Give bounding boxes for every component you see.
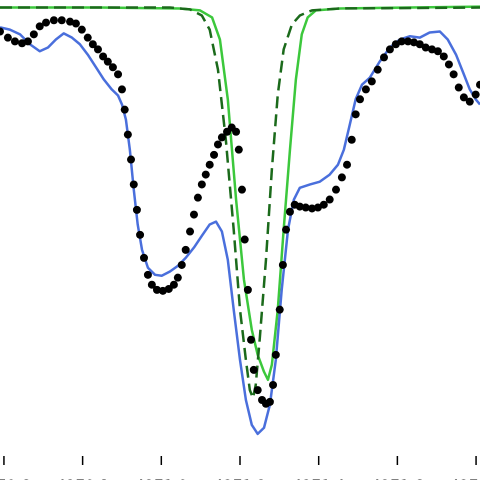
data-point [129, 180, 138, 189]
data-point [23, 37, 32, 46]
data-point [143, 270, 152, 279]
data-point [459, 93, 468, 102]
data-point [439, 52, 448, 61]
data-point [295, 202, 304, 211]
data-point [240, 235, 249, 244]
data-point [271, 350, 280, 359]
data-point [249, 365, 258, 374]
data-point [367, 77, 376, 86]
data-point [42, 18, 51, 27]
data-point [415, 40, 424, 49]
data-point [136, 230, 145, 239]
data-point [232, 127, 241, 136]
data-point [193, 193, 202, 202]
data-point [114, 70, 123, 79]
data-point [147, 280, 156, 289]
data-point [120, 105, 129, 114]
data-point [173, 273, 182, 282]
data-point [343, 160, 352, 169]
data-point [351, 110, 360, 119]
data-point [347, 135, 356, 144]
data-point [308, 204, 316, 213]
data-point [237, 185, 246, 194]
data-point [152, 285, 161, 294]
data-point [103, 57, 112, 66]
data-point [140, 253, 148, 262]
data-point [444, 60, 453, 69]
data-point [57, 16, 66, 25]
data-point [83, 33, 92, 42]
data-point [285, 207, 294, 216]
data-point [234, 145, 243, 154]
data-point [319, 200, 328, 209]
data-point [361, 85, 370, 94]
data-point [385, 45, 394, 54]
data-point [373, 65, 382, 74]
data-point [282, 225, 291, 234]
data-point [421, 43, 430, 52]
data-point [35, 22, 44, 31]
data-point [117, 85, 126, 94]
data-point [186, 227, 195, 236]
data-point [476, 80, 480, 89]
data-point [337, 173, 346, 182]
data-point [169, 280, 178, 289]
data-point [217, 133, 226, 142]
x-tick-label: 4270.6 [0, 477, 30, 480]
data-point [93, 45, 102, 54]
data-point [397, 37, 406, 46]
data-point [77, 25, 86, 34]
data-point [275, 305, 284, 314]
data-point [449, 70, 458, 79]
data-point [181, 245, 190, 254]
x-tick-label: 4271.2 [214, 477, 267, 480]
data-point [3, 33, 12, 42]
data-point [213, 140, 222, 149]
data-point [127, 155, 136, 164]
series-line [0, 6, 480, 400]
data-point [325, 195, 334, 204]
series-line [0, 5, 480, 382]
data-point [471, 90, 480, 99]
data-point [132, 205, 141, 214]
data-point [265, 397, 274, 406]
data-point [197, 180, 206, 189]
x-tick-label: 4271.8 [450, 477, 480, 480]
data-point [356, 95, 364, 104]
data-point [433, 47, 442, 56]
data-point [380, 53, 388, 62]
data-point [301, 203, 310, 212]
x-tick-label: 4270.8 [56, 477, 109, 480]
data-point [454, 83, 463, 92]
data-point [99, 52, 108, 61]
data-point [201, 170, 210, 179]
data-point [177, 260, 186, 269]
data-point [108, 63, 117, 72]
data-point [205, 160, 214, 169]
data-point [29, 30, 38, 39]
x-tick-label: 4271.4 [292, 477, 345, 480]
data-point [210, 150, 219, 159]
data-point [278, 260, 287, 269]
data-point [269, 380, 278, 389]
data-point [49, 16, 58, 25]
data-point [243, 285, 252, 294]
data-point [123, 130, 132, 139]
data-point [332, 185, 340, 194]
data-point [404, 37, 412, 46]
data-point [189, 210, 198, 219]
data-point [253, 386, 262, 395]
x-tick-label: 4271.6 [371, 477, 424, 480]
x-tick-label: 4271.0 [135, 477, 188, 480]
data-point [71, 19, 80, 28]
data-point [10, 37, 19, 46]
data-point [247, 335, 256, 344]
data-point [0, 27, 4, 36]
data-point [88, 40, 97, 49]
data-point [465, 97, 474, 106]
